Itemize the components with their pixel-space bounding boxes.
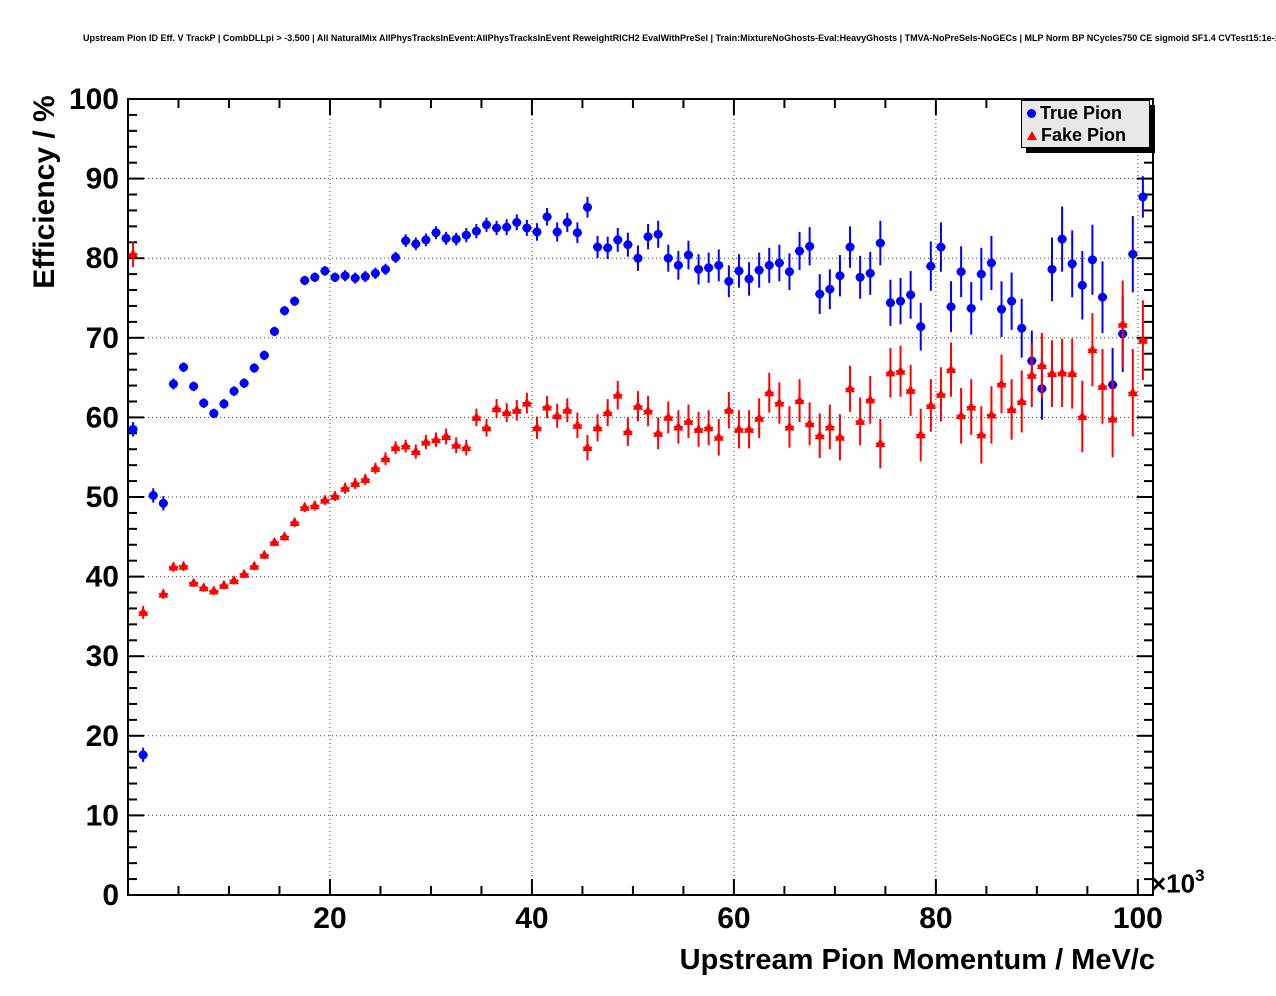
- svg-text:20: 20: [86, 720, 119, 753]
- svg-text:50: 50: [86, 481, 119, 514]
- svg-text:40: 40: [86, 561, 119, 594]
- series-fake-pion: [128, 241, 1148, 619]
- plot-title: Upstream Pion ID Eff. V TrackP | CombDLL…: [83, 33, 1276, 43]
- triangle-marker-icon: [1027, 130, 1037, 140]
- svg-text:100: 100: [69, 83, 119, 116]
- y-axis-title: Efficiency / %: [28, 95, 61, 289]
- svg-text:10: 10: [86, 799, 119, 832]
- series-true-pion: [128, 176, 1148, 763]
- svg-text:0: 0: [102, 879, 119, 912]
- svg-text:60: 60: [86, 401, 119, 434]
- x-axis-exponent: ×103: [1151, 866, 1205, 900]
- legend-label-true-pion: True Pion: [1040, 102, 1123, 123]
- legend-label-fake-pion: Fake Pion: [1041, 124, 1127, 145]
- axis-ticks: [128, 99, 1153, 895]
- svg-text:70: 70: [86, 322, 119, 355]
- svg-text:20: 20: [313, 902, 346, 935]
- svg-text:80: 80: [86, 242, 119, 275]
- gridlines: [128, 99, 1153, 895]
- circle-marker-icon: [1027, 108, 1036, 118]
- svg-text:30: 30: [86, 640, 119, 673]
- x-tick-labels: 20 40 60 80 100: [313, 902, 1163, 935]
- svg-text:60: 60: [717, 902, 750, 935]
- svg-text:100: 100: [1113, 902, 1163, 935]
- svg-text:90: 90: [86, 163, 119, 196]
- svg-text:40: 40: [515, 902, 548, 935]
- x-axis-title: Upstream Pion Momentum / MeV/c: [679, 944, 1155, 976]
- svg-text:80: 80: [919, 902, 952, 935]
- x-exponent-power: 3: [1195, 866, 1205, 885]
- legend-item-fake-pion: Fake Pion: [1027, 124, 1149, 146]
- legend-item-true-pion: True Pion: [1027, 102, 1149, 124]
- legend: True Pion Fake Pion: [1021, 100, 1150, 148]
- y-tick-labels: 0 10 20 30 40 50 60 70 80 90 100: [69, 83, 119, 912]
- x-exponent-base: ×10: [1151, 868, 1196, 899]
